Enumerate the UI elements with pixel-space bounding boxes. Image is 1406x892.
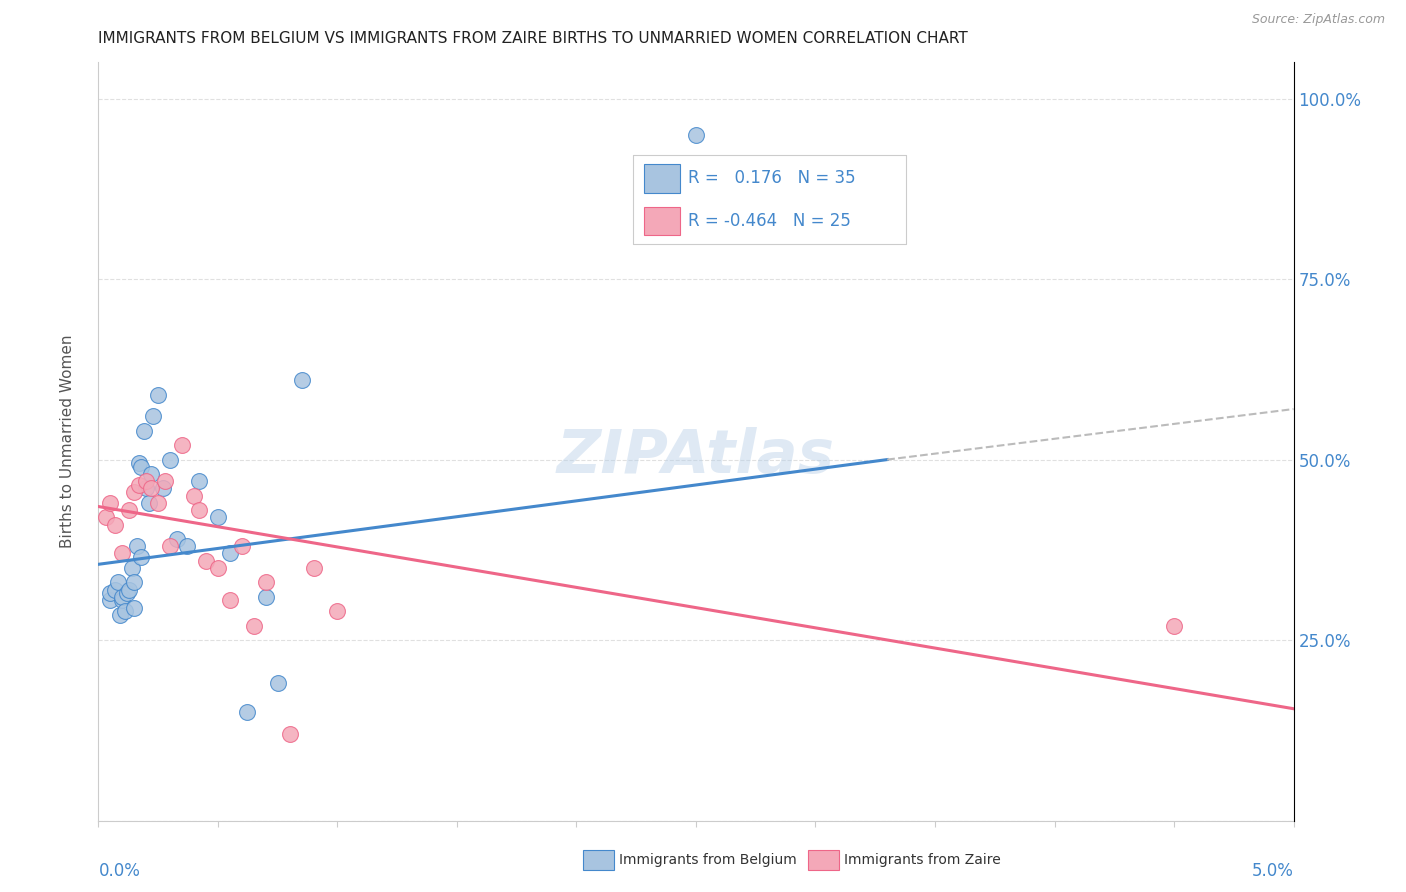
Point <box>128 456 150 470</box>
Text: ZIPAtlas: ZIPAtlas <box>557 427 835 486</box>
Point <box>155 475 177 489</box>
Point <box>124 485 146 500</box>
Point <box>135 475 157 489</box>
Point <box>159 452 181 467</box>
Point <box>128 478 150 492</box>
Point <box>94 510 117 524</box>
Point <box>267 676 290 690</box>
Point <box>254 590 277 604</box>
Text: Immigrants from Belgium: Immigrants from Belgium <box>619 853 796 867</box>
Text: 0.0%: 0.0% <box>98 863 141 880</box>
Point <box>98 593 122 607</box>
Point <box>254 575 277 590</box>
Point <box>207 510 229 524</box>
Text: R =   0.176   N = 35: R = 0.176 N = 35 <box>688 169 855 187</box>
Point <box>139 482 162 496</box>
Point <box>104 582 127 597</box>
Point <box>131 459 153 474</box>
Point <box>207 561 229 575</box>
Point <box>104 517 127 532</box>
Point <box>176 539 198 553</box>
Point <box>1163 618 1185 632</box>
Point <box>152 482 174 496</box>
Point <box>243 618 266 632</box>
Text: Immigrants from Zaire: Immigrants from Zaire <box>844 853 1000 867</box>
Text: R = -0.464   N = 25: R = -0.464 N = 25 <box>688 212 851 230</box>
Point <box>139 467 162 481</box>
Point <box>111 593 134 607</box>
Y-axis label: Births to Unmarried Women: Births to Unmarried Women <box>60 334 75 549</box>
Point <box>135 482 157 496</box>
Point <box>121 561 143 575</box>
Point <box>159 539 181 553</box>
Point <box>291 373 314 387</box>
Bar <box>644 207 679 235</box>
Point <box>148 387 170 401</box>
Point <box>115 586 138 600</box>
Point <box>231 539 253 553</box>
Point <box>148 496 170 510</box>
Point <box>172 438 194 452</box>
Text: IMMIGRANTS FROM BELGIUM VS IMMIGRANTS FROM ZAIRE BIRTHS TO UNMARRIED WOMEN CORRE: IMMIGRANTS FROM BELGIUM VS IMMIGRANTS FR… <box>98 31 969 46</box>
Point <box>111 546 134 560</box>
Point <box>114 604 136 618</box>
Point <box>219 546 242 560</box>
Point <box>219 593 242 607</box>
Point <box>195 554 218 568</box>
Point <box>187 503 209 517</box>
Point <box>183 489 205 503</box>
Text: 5.0%: 5.0% <box>1251 863 1294 880</box>
Text: Source: ZipAtlas.com: Source: ZipAtlas.com <box>1251 13 1385 27</box>
Point <box>132 424 155 438</box>
Point <box>124 600 146 615</box>
Point <box>302 561 325 575</box>
Point <box>187 475 209 489</box>
Point <box>98 496 122 510</box>
Point <box>131 550 153 565</box>
Point <box>98 586 122 600</box>
Point <box>111 590 134 604</box>
Point <box>118 503 141 517</box>
Point <box>108 607 131 622</box>
Point <box>142 409 165 424</box>
Point <box>685 128 707 142</box>
Point <box>107 575 129 590</box>
Point <box>235 706 257 720</box>
Point <box>166 532 188 546</box>
Point <box>326 604 349 618</box>
Point <box>118 582 141 597</box>
Point <box>138 496 160 510</box>
Bar <box>644 164 679 193</box>
Point <box>125 539 148 553</box>
Point <box>278 727 301 741</box>
Point <box>124 575 146 590</box>
